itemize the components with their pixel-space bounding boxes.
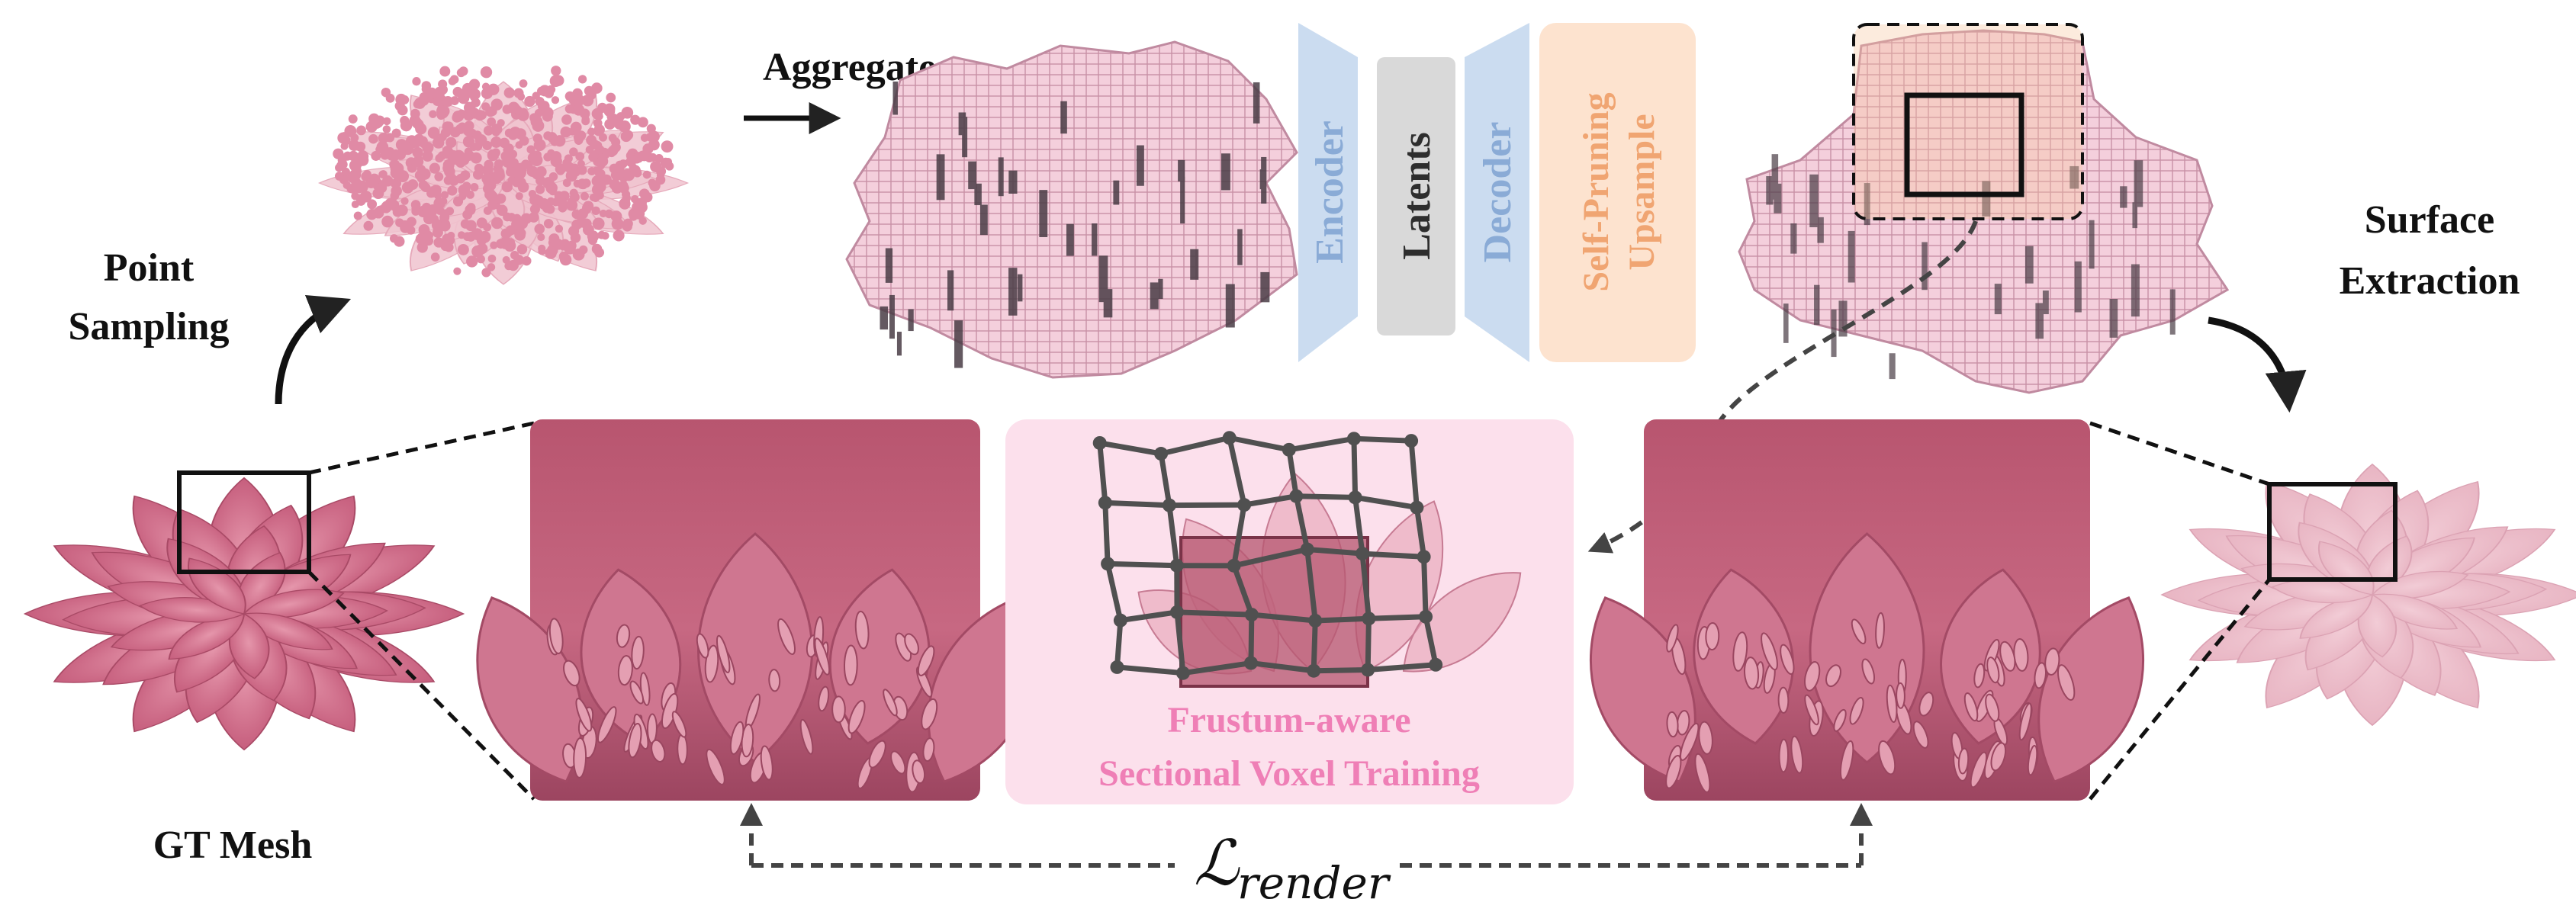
self-pruning-upsample-block: Self-Pruning Upsample	[1539, 23, 1696, 362]
gt-connector-top	[308, 421, 535, 475]
latents-block: Latents	[1377, 57, 1455, 336]
gt-zoom-box	[177, 470, 311, 574]
recon-crop-image	[1590, 419, 2144, 801]
voxel-zoom-region-dashed	[1852, 23, 2084, 220]
recon-connector-top	[2089, 421, 2270, 486]
encoder-block: Encoder	[1298, 23, 1358, 362]
voxel-section-box	[1904, 92, 2024, 197]
gt-mesh-flower	[23, 477, 465, 751]
render-loss: ℒ render	[740, 803, 1873, 909]
loss-subscript: render	[1237, 857, 1391, 909]
frustum-label-line2: Sectional Voxel Training	[1098, 753, 1480, 794]
gt-crop-image	[476, 419, 1034, 801]
gt-mesh-label: GT Mesh	[153, 824, 313, 867]
recon-zoom-box	[2267, 482, 2398, 582]
frustum-grid	[1092, 431, 1443, 680]
encoder-label: Encoder	[1308, 120, 1352, 264]
point-sampling-label-line2: Sampling	[69, 305, 230, 348]
latents-label: Latents	[1395, 132, 1439, 260]
voxel-flower-fine	[1738, 23, 2230, 394]
surface-extraction-arrow	[2208, 316, 2307, 413]
recon-connector-bottom	[2089, 578, 2271, 801]
frustum-label-line1: Frustum-aware	[1167, 700, 1410, 740]
surface-extraction-label-line1: Surface	[2365, 198, 2494, 242]
decoder-block: Decoder	[1465, 23, 1529, 362]
point-sampling-label-line1: Point	[104, 246, 195, 290]
upsample-label-line2: Upsample	[1622, 114, 1662, 270]
loss-symbol: ℒ	[1194, 827, 1240, 900]
point-sampled-flower	[317, 66, 690, 285]
surface-extraction-label-line2: Extraction	[2340, 259, 2520, 303]
frustum-training-panel: Frustum-aware Sectional Voxel Training	[1005, 419, 1574, 804]
upsample-label-line1: Self-Pruning	[1576, 92, 1616, 291]
point-sampling-arrow	[275, 294, 352, 405]
reconstructed-flower	[2160, 463, 2576, 727]
voxel-flower-coarse	[845, 40, 1298, 379]
gt-connector-bottom	[307, 570, 535, 801]
decoder-label: Decoder	[1476, 122, 1520, 263]
